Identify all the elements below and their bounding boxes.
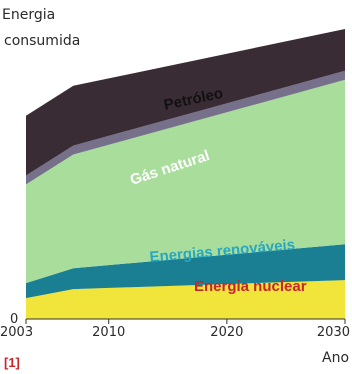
x-tick-label: 2020 bbox=[210, 325, 243, 340]
x-tick-label: 2003 bbox=[0, 325, 33, 340]
x-tick-label: 2030 bbox=[317, 325, 350, 340]
x-ticks-group: 2003 2010 2020 2030 bbox=[0, 319, 350, 340]
x-axis-label: Ano bbox=[322, 350, 349, 366]
figure-reference: [1] bbox=[4, 355, 20, 370]
area-gas-natural bbox=[26, 79, 345, 284]
y-axis-label-line2: consumida bbox=[4, 33, 80, 49]
area-energias-renovaveis bbox=[26, 244, 345, 299]
y-axis-label-line1: Energia bbox=[2, 7, 55, 23]
area-energia-nuclear bbox=[26, 280, 345, 319]
x-tick-label: 2010 bbox=[92, 325, 125, 340]
area-petroleo bbox=[26, 29, 345, 176]
label-energia-nuclear: Energia nuclear bbox=[194, 278, 307, 295]
area-gas-natural-band bbox=[26, 70, 345, 185]
area-series-group bbox=[26, 29, 345, 319]
y-zero-tick-label: 0 bbox=[10, 312, 18, 327]
